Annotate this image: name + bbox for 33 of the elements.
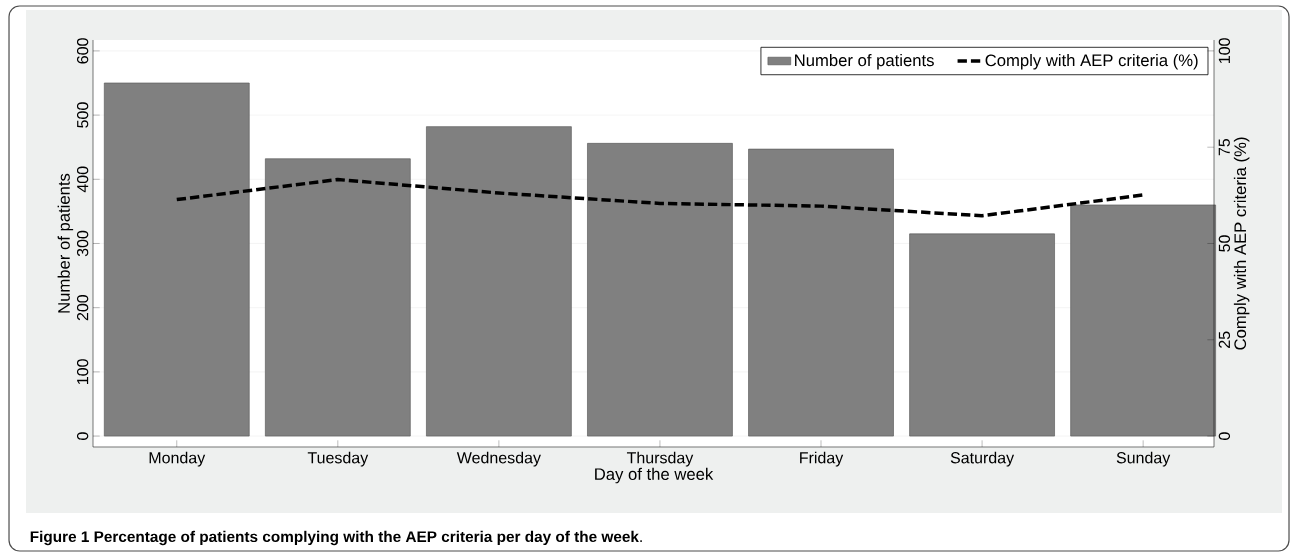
line-series	[175, 177, 1145, 218]
x-tick-label: Thursday	[626, 451, 694, 467]
bar	[1070, 204, 1216, 437]
x-tick-label: Saturday	[950, 451, 1015, 467]
text: Figure 1 Percentage of patients complying with the AEP criteria per day of the week.	[30, 530, 642, 546]
x-tick-label: Friday	[800, 451, 844, 467]
x-tick-label: Monday	[149, 451, 206, 467]
y-tick-label: 100	[76, 359, 89, 385]
bar	[265, 158, 411, 437]
y2-tick-label: 50	[1218, 235, 1231, 252]
legend-label: Comply with AEP criteria (%)	[985, 53, 1198, 70]
bar	[426, 126, 572, 437]
y2-tick-label: 75	[1218, 138, 1230, 156]
x-axis-title: Day of the week	[595, 467, 714, 484]
y-tick-label: 300	[76, 230, 89, 257]
x-tick-label: Tuesday	[307, 451, 369, 467]
bar	[587, 143, 733, 437]
bar	[103, 82, 250, 437]
y2-tick-label: 0	[1218, 432, 1231, 440]
y-tick-label: 200	[76, 294, 89, 321]
y-tick-label: 400	[76, 166, 89, 193]
x-tick-label: Wednesday	[456, 451, 541, 467]
bar	[909, 233, 1055, 437]
bar	[748, 148, 894, 437]
y-tick-label: 0	[76, 432, 89, 440]
y2-tick-label: 100	[1218, 38, 1231, 64]
y-axis-title: Number of patients	[57, 173, 74, 313]
y2-tick-label: 25	[1218, 331, 1231, 348]
legend-label: Number of patients	[795, 53, 934, 70]
y-tick-label: 600	[76, 38, 89, 64]
x-tick-label: Sunday	[1116, 451, 1171, 467]
y2-axis-title: Comply with AEP criteria (%)	[1233, 137, 1250, 350]
y-tick-label: 500	[76, 102, 89, 128]
